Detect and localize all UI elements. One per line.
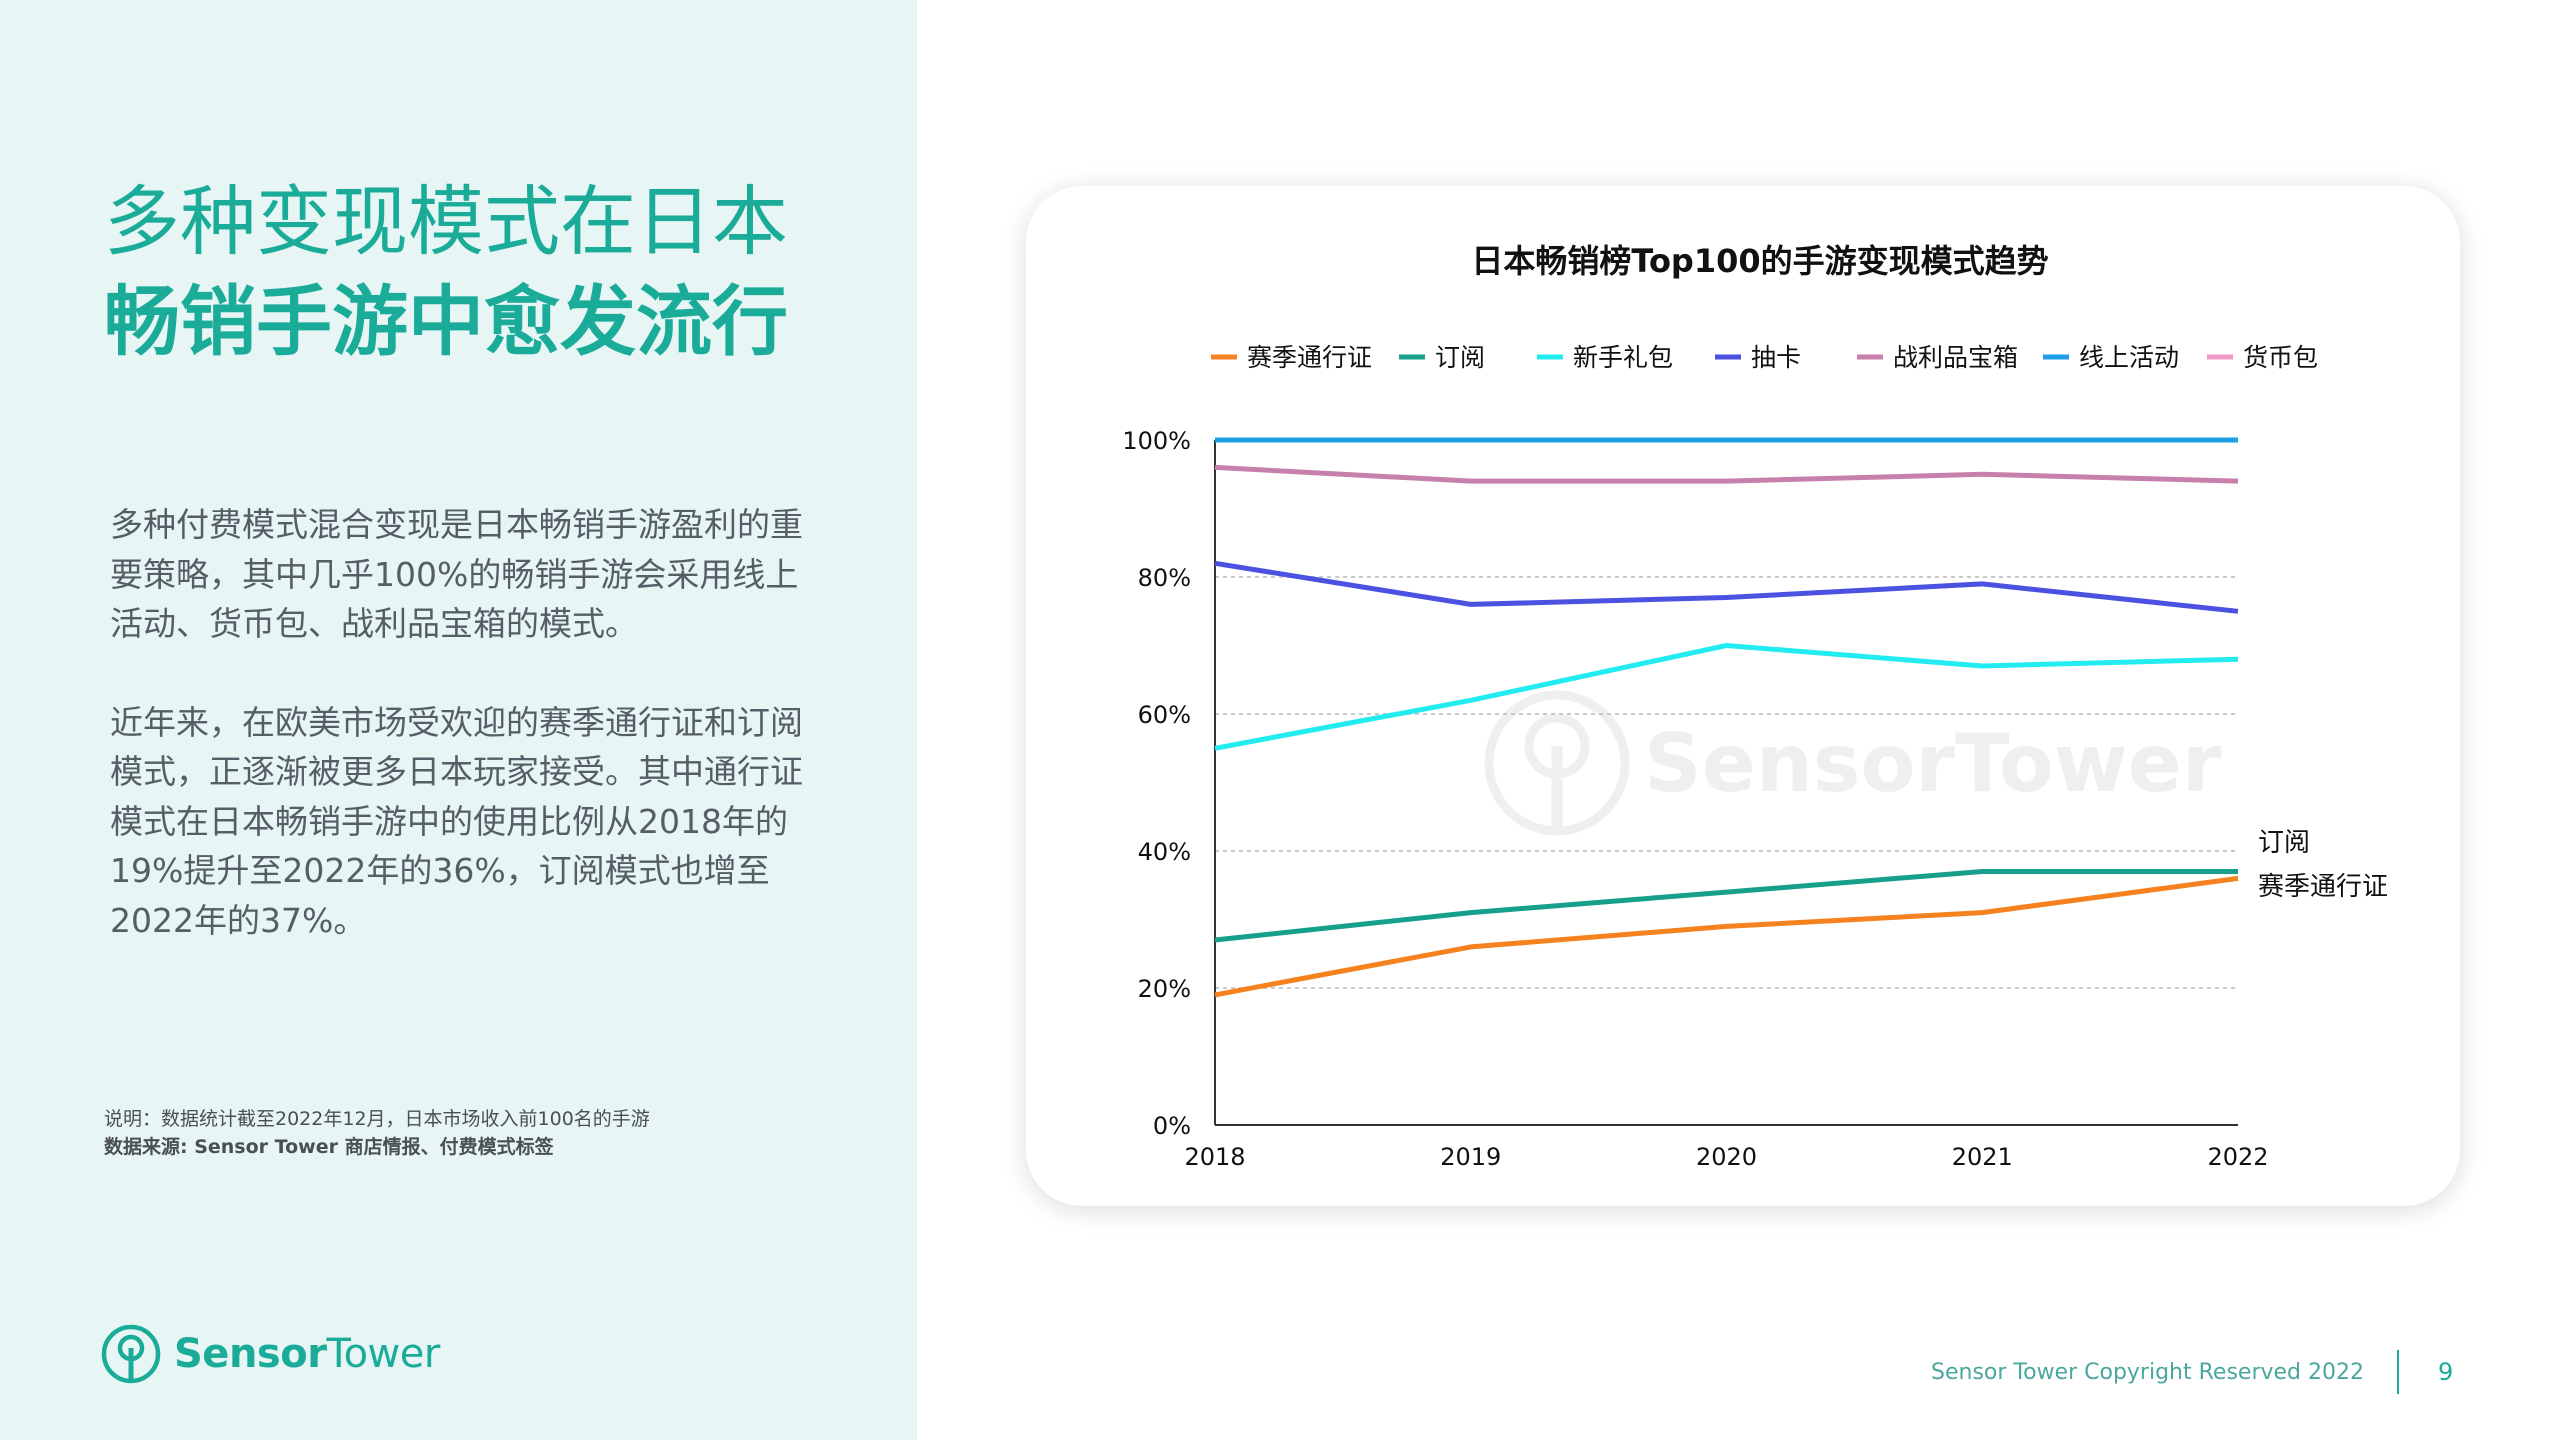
end-label: 订阅 <box>2258 828 2310 858</box>
body-text: 多种付费模式混合变现是日本畅销手游盈利的重要策略，其中几乎100%的畅销手游会采… <box>110 500 810 994</box>
y-tick-label: 60% <box>1138 701 1191 729</box>
legend-item: 赛季通行证 <box>1211 343 1372 372</box>
chart-title: 日本畅销榜Top100的手游变现模式趋势 <box>1471 242 2048 280</box>
y-tick-label: 80% <box>1138 564 1191 592</box>
x-tick-label: 2020 <box>1696 1143 1757 1171</box>
series-line <box>1214 560 2239 614</box>
legend-item: 抽卡 <box>1715 343 1801 372</box>
line-chart: 日本畅销榜Top100的手游变现模式趋势 SensorTower 赛季通行证 订阅… <box>1122 242 2388 1171</box>
x-tick-label: 2019 <box>1440 1143 1501 1171</box>
y-tick-label: 0% <box>1153 1112 1191 1140</box>
y-tick-label: 40% <box>1138 838 1191 866</box>
y-tick-label: 100% <box>1122 427 1191 455</box>
watermark-text: SensorTower <box>1644 717 2222 810</box>
footnote: 说明：数据统计截至2022年12月，日本市场收入前100名的手游 数据来源: S… <box>104 1105 650 1161</box>
note-text: 说明：数据统计截至2022年12月，日本市场收入前100名的手游 <box>104 1108 650 1130</box>
legend-label: 战利品宝箱 <box>1893 343 2018 372</box>
end-label: 赛季通行证 <box>2258 872 2388 902</box>
left-panel: 多种变现模式在日本 畅销手游中愈发流行 多种付费模式混合变现是日本畅销手游盈利的… <box>0 0 917 1440</box>
source-text: 数据来源: Sensor Tower 商店情报、付费模式标签 <box>104 1136 554 1158</box>
chart-legend: 赛季通行证 订阅 新手礼包 抽卡 战利品宝箱 线上活动 货币包 <box>1211 343 2318 372</box>
paragraph-1: 多种付费模式混合变现是日本畅销手游盈利的重要策略，其中几乎100%的畅销手游会采… <box>110 505 803 643</box>
footer-divider <box>2397 1350 2399 1394</box>
legend-label: 线上活动 <box>2079 343 2179 372</box>
watermark: SensorTower <box>1484 690 2222 836</box>
chart-grid <box>1215 439 2238 989</box>
series-line <box>1214 875 2239 998</box>
series-line <box>1214 869 2238 943</box>
legend-label: 货币包 <box>2243 343 2318 372</box>
legend-item: 战利品宝箱 <box>1857 343 2018 372</box>
sensor-tower-logo-icon <box>101 1324 161 1384</box>
legend-item: 货币包 <box>2207 343 2318 372</box>
legend-label: 订阅 <box>1435 343 1485 372</box>
y-tick-label: 20% <box>1138 975 1191 1003</box>
x-tick-label: 2018 <box>1184 1143 1245 1171</box>
page-number: 9 <box>2438 1358 2454 1386</box>
x-tick-label: 2021 <box>1952 1143 2013 1171</box>
series-line <box>1214 464 2239 484</box>
brand-logo: SensorTower <box>100 1322 440 1386</box>
legend-label: 抽卡 <box>1751 343 1801 372</box>
legend-label: 新手礼包 <box>1573 343 1673 372</box>
page-title: 多种变现模式在日本 畅销手游中愈发流行 <box>104 172 788 372</box>
paragraph-2: 近年来，在欧美市场受欢迎的赛季通行证和订阅模式，正逐渐被更多日本玩家接受。其中通… <box>110 702 803 940</box>
chart-card: 日本畅销榜Top100的手游变现模式趋势 SensorTower 赛季通行证 订阅… <box>1026 186 2460 1206</box>
x-tick-label: 2022 <box>2207 1143 2268 1171</box>
chart-series <box>1214 437 2239 998</box>
title-line-1: 多种变现模式在日本 <box>104 177 788 266</box>
copyright-text: Sensor Tower Copyright Reserved 2022 <box>1931 1360 2364 1385</box>
legend-item: 订阅 <box>1399 343 1485 372</box>
legend-item: 线上活动 <box>2043 343 2179 372</box>
legend-label: 赛季通行证 <box>1247 343 1372 372</box>
brand-wordmark: SensorTower <box>174 1331 440 1377</box>
title-line-2: 畅销手游中愈发流行 <box>104 277 788 366</box>
series-line <box>1214 643 2239 751</box>
chart-axes: 0% 20% 40% 60% 80% 100% 2018 2019 2020 2021 2022 <box>1122 427 2268 1171</box>
legend-item: 新手礼包 <box>1537 343 1673 372</box>
